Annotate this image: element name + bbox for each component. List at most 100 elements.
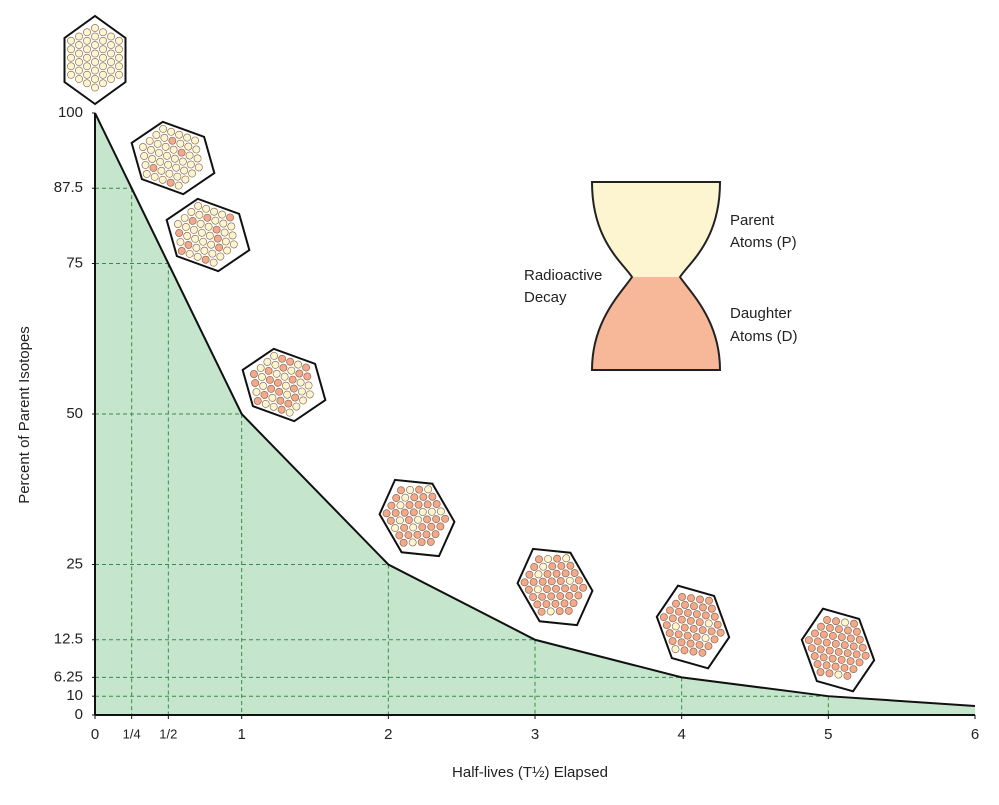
atom xyxy=(666,606,674,615)
atom xyxy=(91,32,99,41)
atom xyxy=(565,591,574,600)
atom xyxy=(83,53,91,62)
atom xyxy=(546,607,555,616)
atom xyxy=(67,62,75,71)
atom xyxy=(671,622,680,631)
atom xyxy=(91,58,99,66)
atom xyxy=(707,604,716,613)
atom xyxy=(145,137,154,145)
atom xyxy=(410,493,419,502)
atom xyxy=(276,396,285,405)
legend-parent: Parent xyxy=(730,212,775,229)
atom xyxy=(668,637,677,645)
atom xyxy=(287,366,296,375)
atom xyxy=(828,632,837,640)
atom xyxy=(296,378,305,387)
atom xyxy=(157,166,166,175)
atom xyxy=(538,577,547,586)
atom xyxy=(395,531,404,540)
atom xyxy=(199,237,208,246)
atom xyxy=(279,363,288,372)
atom xyxy=(285,408,294,417)
atom xyxy=(846,634,855,643)
atom xyxy=(575,576,583,585)
atom xyxy=(408,538,417,547)
atom xyxy=(83,70,91,79)
atom xyxy=(99,53,107,62)
atom xyxy=(426,537,435,546)
atom xyxy=(837,655,846,664)
atom xyxy=(391,509,400,517)
atom xyxy=(561,569,570,578)
atom xyxy=(297,387,306,396)
atom xyxy=(180,166,189,175)
atom xyxy=(216,252,225,261)
atom xyxy=(269,402,278,411)
atom xyxy=(831,662,840,671)
atom xyxy=(834,647,843,656)
atom xyxy=(75,58,83,66)
atom xyxy=(662,621,671,630)
atom xyxy=(698,626,707,635)
atom xyxy=(835,625,843,634)
atom xyxy=(99,28,107,37)
atom xyxy=(401,493,410,502)
atom xyxy=(399,538,408,547)
atom xyxy=(810,652,819,660)
atom xyxy=(538,592,547,601)
atom xyxy=(107,49,115,58)
atom xyxy=(534,570,543,579)
atom xyxy=(99,79,107,88)
atom xyxy=(813,660,822,668)
atom xyxy=(418,523,427,531)
atom xyxy=(530,563,539,571)
atom xyxy=(713,620,722,629)
atom xyxy=(696,595,704,604)
atom xyxy=(574,591,583,600)
atom xyxy=(115,36,123,45)
atom xyxy=(210,207,218,216)
atom xyxy=(690,602,698,611)
atom xyxy=(816,645,825,654)
atom xyxy=(292,402,301,411)
atom xyxy=(659,613,668,622)
atom xyxy=(275,387,284,396)
atom xyxy=(555,607,564,616)
atom xyxy=(858,643,867,652)
legend-title: Decay xyxy=(524,289,567,306)
atom xyxy=(704,619,713,628)
atom xyxy=(286,357,294,366)
atom xyxy=(99,70,107,79)
x-tick-label: 1/2 xyxy=(159,726,177,741)
atom xyxy=(529,593,537,601)
atom xyxy=(861,651,870,660)
atom xyxy=(165,169,174,178)
atom xyxy=(158,175,167,184)
atom xyxy=(831,639,840,648)
atom xyxy=(843,649,852,658)
atom xyxy=(174,181,183,190)
atom xyxy=(299,396,308,405)
atom xyxy=(161,142,170,151)
atom xyxy=(155,148,163,157)
atom xyxy=(83,79,91,88)
atom xyxy=(185,151,194,160)
atom xyxy=(252,388,261,396)
atom xyxy=(91,24,99,32)
y-tick-label: 0 xyxy=(75,706,83,723)
atom xyxy=(556,592,565,600)
atom xyxy=(671,645,680,653)
atom xyxy=(159,124,168,133)
y-tick-label: 12.5 xyxy=(54,631,83,648)
atom xyxy=(304,381,313,390)
atom xyxy=(193,154,202,163)
atom xyxy=(169,145,178,154)
atom xyxy=(855,658,864,667)
atom xyxy=(415,485,424,494)
atom xyxy=(91,66,99,75)
y-tick-label: 87.5 xyxy=(54,179,83,196)
legend-daughter: Daughter xyxy=(730,305,792,322)
atom xyxy=(268,393,277,402)
atom xyxy=(852,627,861,636)
atom xyxy=(147,146,155,154)
